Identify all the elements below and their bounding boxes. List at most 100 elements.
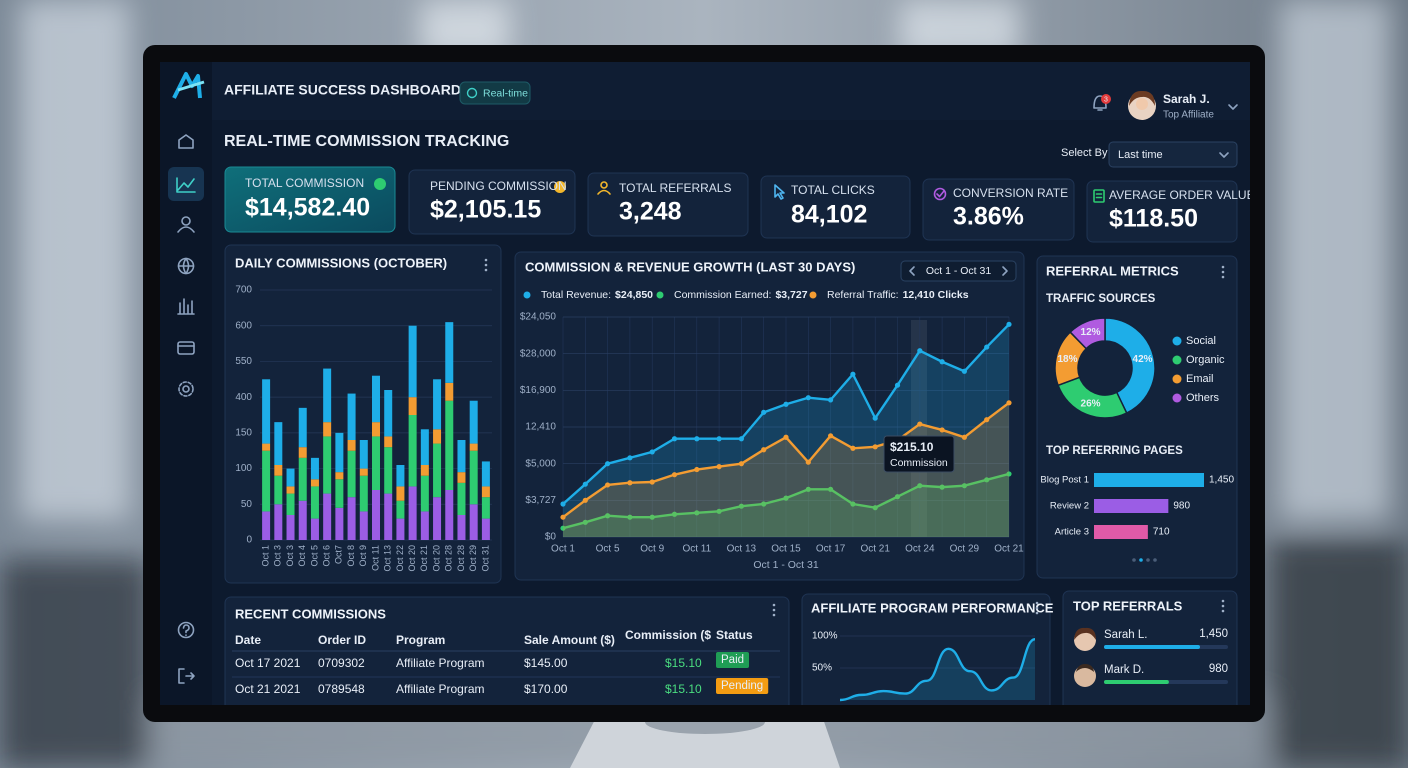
select-dropdown[interactable] bbox=[1108, 141, 1238, 168]
point bbox=[939, 359, 945, 365]
x-tick-label: Oct 5 bbox=[309, 545, 319, 567]
y-tick-label: 700 bbox=[235, 285, 252, 296]
notification-count: 3 bbox=[1104, 96, 1108, 103]
kpi-card[interactable] bbox=[1086, 180, 1238, 243]
y-tick-label: $16,900 bbox=[520, 385, 557, 396]
header-bar bbox=[160, 62, 1250, 120]
card-icon[interactable] bbox=[177, 341, 195, 355]
x-axis-label: Oct 1 - Oct 31 bbox=[753, 559, 819, 571]
kpi-value: $118.50 bbox=[1109, 205, 1198, 233]
bar-segment bbox=[408, 397, 417, 415]
x-tick-label: Oct 24 bbox=[905, 544, 935, 555]
y-tick-label: 600 bbox=[235, 320, 252, 331]
date-range-box[interactable] bbox=[900, 260, 1017, 282]
bar-category: Article 3 bbox=[1055, 527, 1089, 538]
bar-segment bbox=[445, 382, 454, 401]
point bbox=[850, 371, 856, 377]
bar-category: Blog Post 1 bbox=[1040, 475, 1089, 486]
bar-segment bbox=[408, 415, 417, 487]
x-tick-label: Oct 9 bbox=[358, 545, 368, 567]
point bbox=[917, 421, 923, 427]
bar-segment bbox=[420, 511, 429, 540]
kpi-label: PENDING COMMISSION bbox=[430, 179, 567, 193]
logout-icon[interactable] bbox=[178, 668, 195, 684]
realtime-pill[interactable] bbox=[459, 81, 531, 105]
bars-icon[interactable] bbox=[177, 298, 195, 315]
kpi-value: 3,248 bbox=[619, 198, 682, 226]
point bbox=[1006, 321, 1012, 327]
legend-swatch bbox=[809, 291, 817, 299]
more-menu[interactable] bbox=[1221, 265, 1225, 279]
kpi-icon bbox=[933, 187, 947, 201]
point bbox=[694, 510, 700, 516]
point bbox=[738, 503, 745, 509]
referrer-name: Mark D. bbox=[1104, 664, 1144, 676]
point bbox=[560, 514, 566, 520]
point bbox=[783, 401, 789, 407]
kpi-card[interactable] bbox=[224, 166, 396, 233]
bar-segment bbox=[323, 368, 332, 423]
legend-label: Social bbox=[1186, 335, 1216, 347]
progress-bar bbox=[1104, 680, 1169, 684]
performance-panel bbox=[801, 593, 1051, 705]
column-header: Program bbox=[396, 633, 445, 647]
subtitle: TRAFFIC SOURCES bbox=[1046, 293, 1156, 305]
bar-segment bbox=[286, 515, 295, 540]
panel-title: AFFILIATE PROGRAM PERFORMANCE bbox=[811, 600, 1054, 615]
kpi-card[interactable] bbox=[760, 175, 911, 239]
bar-segment bbox=[384, 447, 393, 494]
more-menu[interactable] bbox=[1035, 601, 1039, 615]
point bbox=[872, 505, 878, 511]
status-label: Paid bbox=[721, 654, 744, 666]
column-header: Date bbox=[235, 633, 261, 647]
bar-segment bbox=[335, 432, 344, 473]
help-icon[interactable] bbox=[177, 621, 195, 639]
date-range-arrows[interactable] bbox=[909, 266, 1008, 276]
user-icon[interactable] bbox=[177, 216, 195, 233]
legend-swatch bbox=[523, 291, 531, 299]
screen: AFFILIATE SUCCESS DASHBOARD Real-time 3 … bbox=[160, 62, 1250, 705]
settings-icon[interactable] bbox=[178, 381, 194, 397]
home-icon[interactable] bbox=[178, 134, 194, 149]
x-tick-label: Oct 3 bbox=[285, 545, 295, 567]
bar-segment bbox=[457, 440, 466, 473]
top-referrals-list: Sarah L. 1,450 Mark D. 980 bbox=[1104, 628, 1228, 684]
bar-segment bbox=[420, 429, 429, 465]
bar bbox=[1094, 473, 1204, 487]
point bbox=[694, 466, 700, 473]
bar-segment bbox=[445, 322, 454, 383]
bar-segment bbox=[298, 407, 307, 448]
kpi-card[interactable] bbox=[408, 169, 576, 235]
kpi-card[interactable] bbox=[587, 172, 749, 237]
globe-icon[interactable] bbox=[177, 257, 195, 275]
table-cell: 0709302 bbox=[318, 656, 365, 670]
more-menu[interactable] bbox=[484, 258, 488, 272]
panel-title: DAILY COMMISSIONS (OCTOBER) bbox=[235, 255, 447, 270]
kpi-icon bbox=[374, 178, 386, 190]
sidebar-icons bbox=[168, 134, 204, 684]
status-label: Pending bbox=[721, 680, 763, 692]
bar-segment bbox=[286, 486, 295, 494]
pagination-dots[interactable] bbox=[1132, 558, 1157, 562]
tooltip-box bbox=[883, 435, 955, 473]
donut-segment bbox=[1104, 317, 1156, 415]
more-menu[interactable] bbox=[1221, 599, 1225, 613]
kpi-cards: TOTAL COMMISSION $14,582.40 PENDING COMM… bbox=[224, 166, 1250, 243]
point bbox=[1006, 471, 1012, 477]
more-menu[interactable] bbox=[772, 603, 776, 617]
hover-band bbox=[911, 320, 927, 537]
kpi-card[interactable] bbox=[922, 178, 1075, 241]
referrer-avatars bbox=[1074, 627, 1096, 687]
user-avatar[interactable] bbox=[1128, 90, 1156, 120]
column-header: Commission ($ bbox=[625, 628, 711, 642]
user-menu-chevron[interactable] bbox=[1228, 104, 1238, 110]
y-tick-label: 100 bbox=[235, 463, 252, 474]
tooltip-label: Commission bbox=[890, 457, 948, 469]
bar-segment bbox=[481, 518, 490, 540]
point bbox=[894, 382, 901, 388]
point bbox=[984, 417, 990, 423]
analytics-icon[interactable] bbox=[176, 177, 196, 193]
bar-segment bbox=[347, 450, 356, 498]
bar-segment bbox=[420, 465, 429, 476]
bar-segment bbox=[469, 443, 478, 451]
